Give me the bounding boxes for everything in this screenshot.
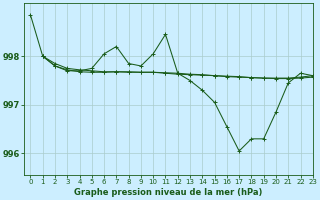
X-axis label: Graphe pression niveau de la mer (hPa): Graphe pression niveau de la mer (hPa) bbox=[74, 188, 263, 197]
